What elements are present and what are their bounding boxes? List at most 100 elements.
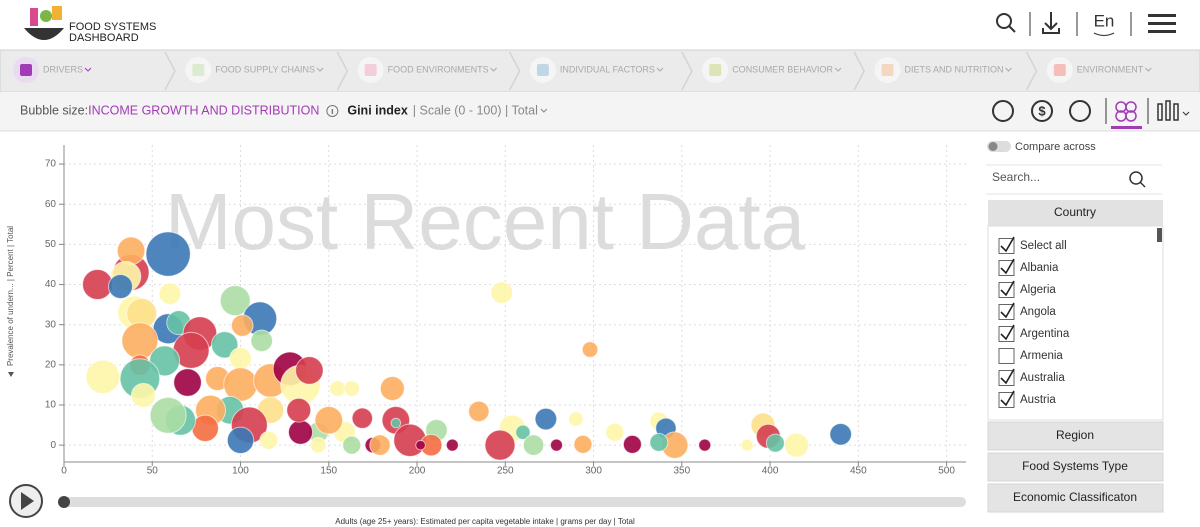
bubble[interactable] <box>107 274 133 300</box>
play-button[interactable] <box>9 484 43 518</box>
bubble[interactable] <box>490 281 514 304</box>
country-header[interactable] <box>988 200 1163 226</box>
bubble[interactable] <box>82 269 114 301</box>
map-view-icon[interactable] <box>992 100 1014 122</box>
bubble[interactable] <box>622 434 642 454</box>
tab-separator <box>508 51 521 91</box>
bubble[interactable] <box>468 400 490 423</box>
search-icon[interactable] <box>996 13 1016 33</box>
bubble[interactable] <box>351 407 374 429</box>
nav-tab[interactable]: FOOD ENVIRONMENTS <box>388 64 489 74</box>
time-slider-knob[interactable] <box>58 496 70 508</box>
bubble[interactable] <box>484 429 516 461</box>
bubble[interactable] <box>149 396 187 434</box>
nav-tab[interactable]: ENVIRONMENT <box>1077 64 1144 74</box>
bubble[interactable] <box>342 435 362 455</box>
tab-separator <box>853 51 866 91</box>
bubble[interactable] <box>740 438 754 452</box>
nav-tab[interactable]: CONSUMER BEHAVIOR <box>732 64 833 74</box>
toolbar-text[interactable]: | Scale (0 - 100) | Total <box>413 103 538 117</box>
chevron <box>316 67 324 72</box>
bubble[interactable] <box>219 285 251 317</box>
y-tick-label: 70 <box>45 159 57 170</box>
bubble[interactable] <box>295 356 324 385</box>
watermark: Most Recent Data <box>165 177 806 266</box>
bubble[interactable] <box>549 438 563 452</box>
filter-button[interactable] <box>987 483 1164 513</box>
nav-tab[interactable]: INDIVIDUAL FACTORS <box>560 64 655 74</box>
bubble[interactable] <box>784 432 810 458</box>
toolbar-text[interactable]: INCOME GROWTH AND DISTRIBUTION <box>88 103 319 117</box>
country-item[interactable]: Austria <box>1020 394 1056 406</box>
menu-icon[interactable] <box>1148 14 1176 33</box>
globe-view-icon[interactable] <box>1069 100 1091 122</box>
bubble[interactable] <box>369 434 391 456</box>
info-icon[interactable] <box>326 105 339 117</box>
bubble[interactable] <box>568 411 584 427</box>
country-item[interactable]: Australia <box>1020 372 1065 384</box>
filter-button[interactable] <box>987 421 1164 451</box>
bubble[interactable] <box>116 236 146 266</box>
bar-view-icon[interactable] <box>1157 100 1190 121</box>
search-icon[interactable] <box>1129 171 1146 188</box>
toolbar <box>0 92 1200 131</box>
checkbox[interactable] <box>998 348 1015 364</box>
country-item[interactable]: Algeria <box>1020 284 1056 296</box>
bubble[interactable] <box>698 438 712 452</box>
compare-toggle[interactable] <box>987 141 1011 152</box>
tab-separator <box>336 51 349 91</box>
bubble[interactable] <box>158 282 182 306</box>
scrollbar[interactable] <box>1157 228 1162 242</box>
country-item[interactable]: Select all <box>1020 240 1067 252</box>
bubble[interactable] <box>415 439 426 451</box>
checkmark <box>1000 390 1015 407</box>
bubble[interactable] <box>191 414 219 442</box>
bubble[interactable] <box>445 438 459 452</box>
bubble[interactable] <box>230 314 254 337</box>
country-item[interactable]: Argentina <box>1020 328 1070 340</box>
bubble[interactable] <box>85 359 121 395</box>
bubble[interactable] <box>605 422 625 442</box>
search-input[interactable]: Search... <box>992 170 1040 184</box>
bubble[interactable] <box>534 407 558 431</box>
country-item[interactable]: Angola <box>1020 306 1056 318</box>
bubble[interactable] <box>286 397 312 423</box>
bubble[interactable] <box>573 434 593 454</box>
country-item[interactable]: Armenia <box>1020 350 1063 362</box>
bubble[interactable] <box>829 422 852 446</box>
bubble[interactable] <box>343 380 361 397</box>
bubble[interactable] <box>145 231 191 277</box>
bubble[interactable] <box>173 368 202 397</box>
toolbar-text[interactable]: Gini index <box>347 103 407 117</box>
y-axis-label: Prevalence of undern... | Percent | Tota… <box>6 226 15 366</box>
bubble-view-icon[interactable] <box>1115 101 1137 122</box>
bubble[interactable] <box>765 433 785 453</box>
nav-tab[interactable]: DRIVERS <box>43 64 83 74</box>
language[interactable]: En <box>1094 11 1115 30</box>
bubble[interactable] <box>329 380 346 397</box>
bubble[interactable] <box>229 347 252 370</box>
bubble[interactable] <box>515 424 531 440</box>
bubble[interactable] <box>130 382 156 408</box>
nav-tab[interactable]: FOOD SUPPLY CHAINS <box>215 64 315 74</box>
bubble[interactable] <box>314 405 344 435</box>
bubble[interactable] <box>288 419 314 445</box>
bubble[interactable] <box>390 417 402 429</box>
bubble[interactable] <box>250 329 273 353</box>
bubble[interactable] <box>210 331 239 359</box>
logo[interactable]: FOOD SYSTEMS DASHBOARD <box>24 6 156 44</box>
bubble[interactable] <box>581 341 599 358</box>
time-slider[interactable] <box>60 497 966 507</box>
filter-button[interactable] <box>987 452 1164 482</box>
nav-tab[interactable]: DIETS AND NUTRITION <box>905 64 1004 74</box>
bubble[interactable] <box>379 376 405 402</box>
bubble[interactable] <box>309 436 327 454</box>
bubble[interactable] <box>259 430 279 450</box>
download-icon[interactable] <box>1042 12 1060 34</box>
country-item[interactable]: Albania <box>1020 262 1059 274</box>
bubble[interactable] <box>226 426 255 455</box>
y-axis-menu-icon[interactable] <box>8 372 14 377</box>
bubble[interactable] <box>649 432 669 452</box>
bubble[interactable] <box>522 434 545 456</box>
dollar-view-icon[interactable] <box>1031 100 1053 122</box>
